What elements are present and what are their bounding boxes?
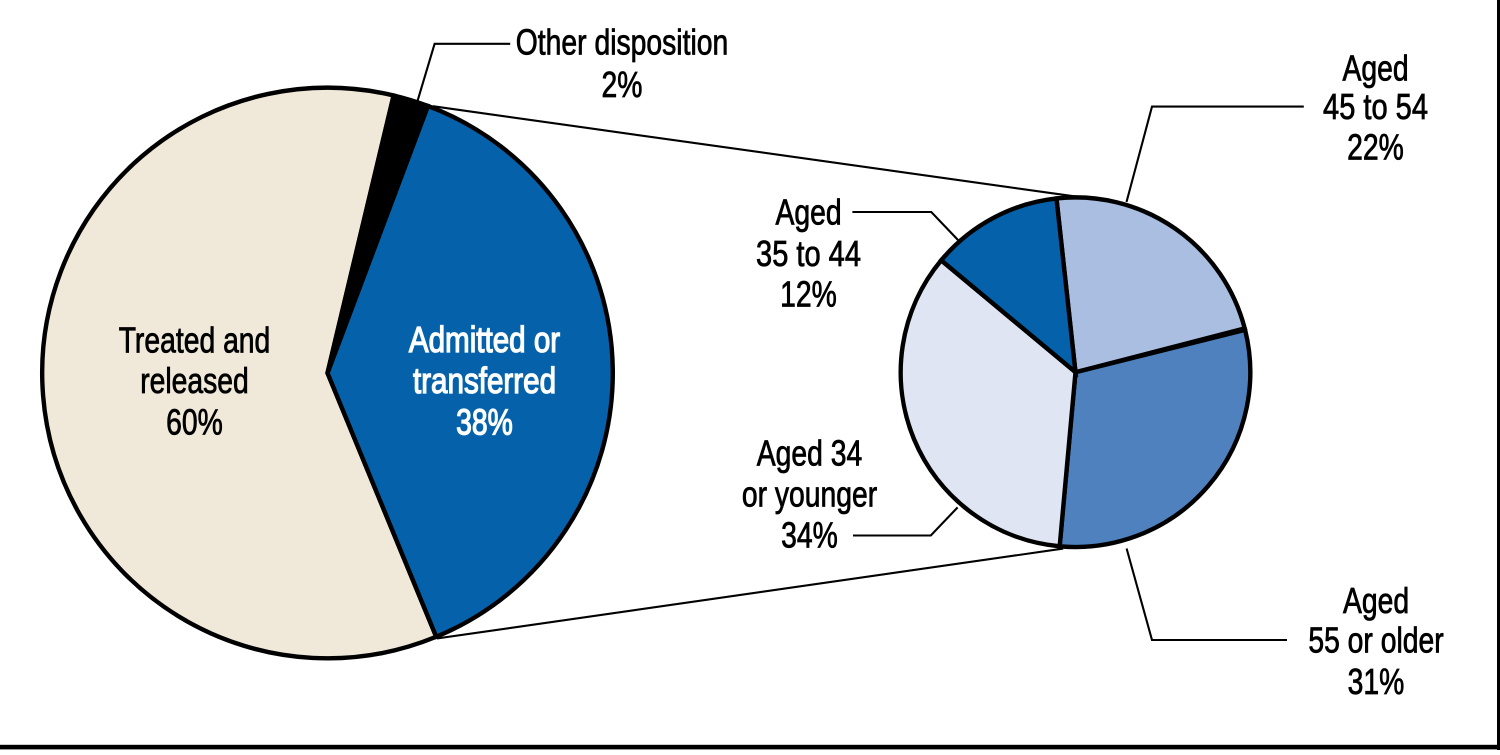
svg-text:Aged: Aged — [775, 192, 841, 232]
svg-text:2%: 2% — [602, 64, 643, 104]
svg-text:22%: 22% — [1347, 127, 1404, 167]
svg-text:12%: 12% — [780, 274, 837, 314]
svg-text:60%: 60% — [166, 402, 223, 442]
svg-text:or younger: or younger — [742, 474, 877, 514]
svg-text:34%: 34% — [781, 515, 838, 555]
svg-text:Aged: Aged — [1342, 48, 1408, 88]
svg-text:Aged: Aged — [1343, 581, 1409, 621]
svg-text:released: released — [140, 361, 249, 401]
svg-text:Admitted or: Admitted or — [409, 320, 560, 361]
svg-text:45 to 54: 45 to 54 — [1323, 86, 1428, 127]
svg-text:Other disposition: Other disposition — [516, 22, 728, 62]
svg-text:Aged 34: Aged 34 — [757, 433, 862, 473]
svg-text:31%: 31% — [1348, 662, 1405, 702]
svg-text:Treated and: Treated and — [119, 320, 271, 360]
svg-text:transferred: transferred — [413, 361, 556, 402]
svg-text:55 or older: 55 or older — [1308, 620, 1443, 660]
svg-text:38%: 38% — [456, 402, 513, 442]
svg-text:35 to 44: 35 to 44 — [756, 233, 861, 274]
